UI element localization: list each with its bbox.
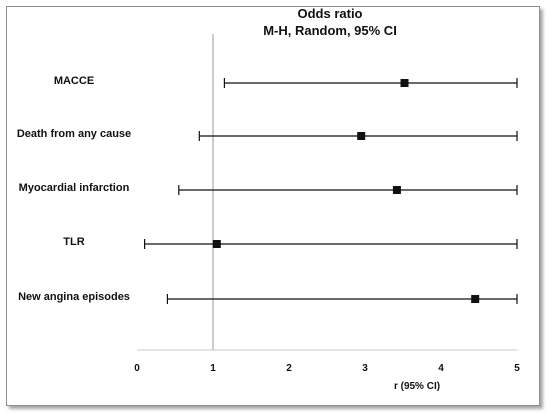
x-tick-label: 0: [134, 363, 140, 374]
category-label: Death from any cause: [16, 128, 132, 140]
category-label: New angina episodes: [18, 291, 130, 303]
forest-row: [144, 239, 518, 249]
chart-title: Odds ratio: [297, 6, 363, 21]
x-axis-title: r (95% CI): [394, 381, 440, 392]
category-label: Myocardial infarction: [18, 182, 130, 194]
chart-subtitle: M-H, Random, 95% CI: [263, 23, 397, 38]
category-label: MACCE: [53, 75, 95, 87]
x-tick-label: 4: [438, 363, 444, 374]
forest-row: [166, 294, 518, 304]
point-estimate-marker: [392, 186, 401, 194]
category-label: TLR: [63, 236, 85, 248]
point-estimate-marker: [357, 132, 366, 140]
x-tick-label: 2: [286, 363, 292, 374]
point-estimate-marker: [212, 240, 221, 248]
x-tick-label: 5: [514, 363, 520, 374]
forest-row: [223, 78, 518, 88]
forest-row: [178, 185, 518, 195]
forest-row: [198, 131, 518, 141]
point-estimate-marker: [400, 79, 409, 87]
point-estimate-marker: [471, 295, 480, 303]
chart-frame: [6, 6, 540, 406]
x-tick-label: 3: [362, 363, 368, 374]
x-tick-label: 1: [210, 363, 216, 374]
